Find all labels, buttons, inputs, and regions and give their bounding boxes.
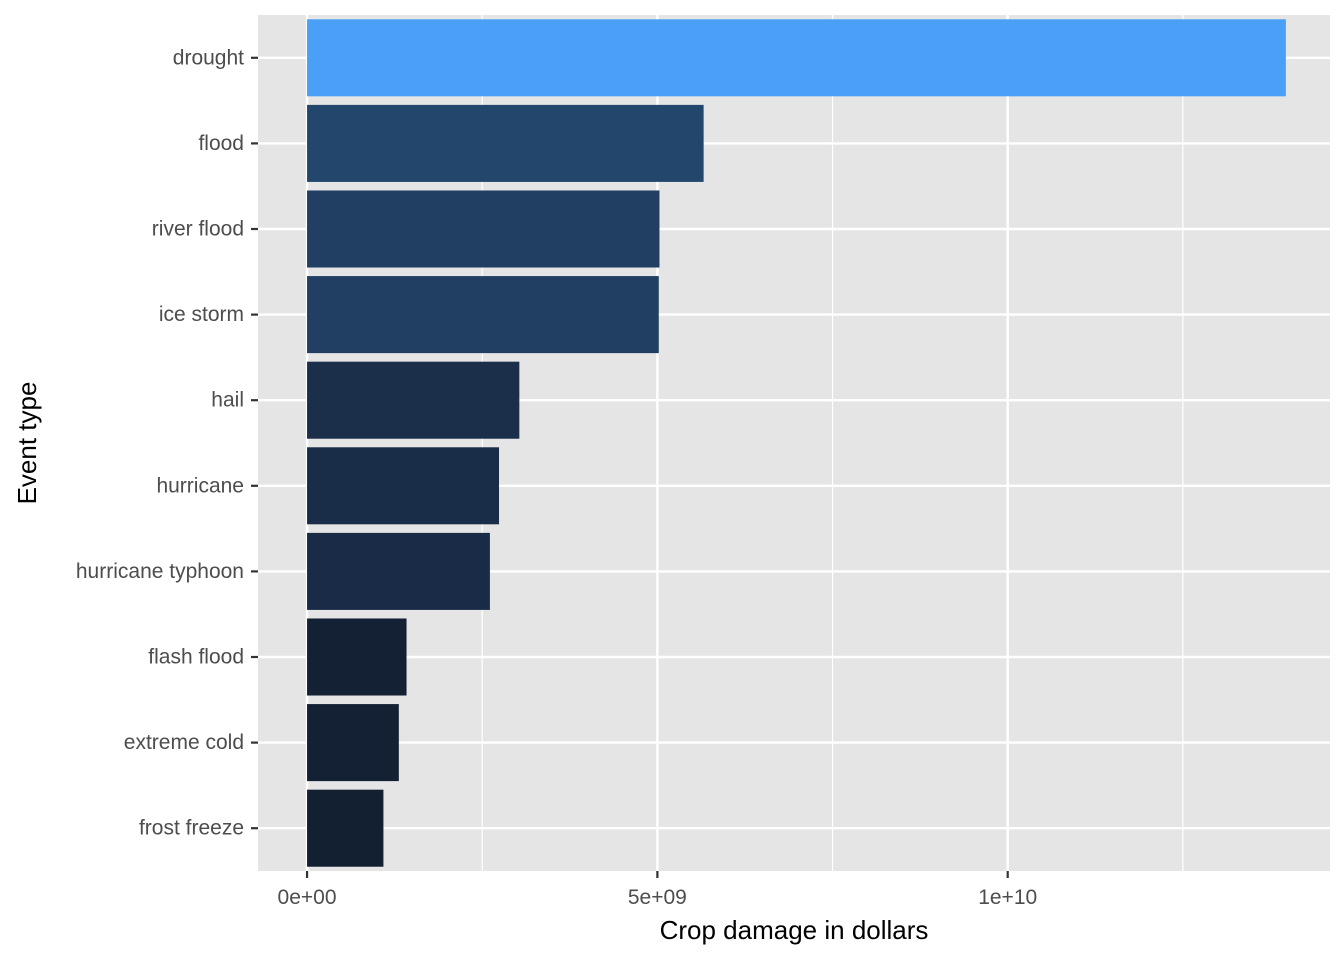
y-tick-label: extreme cold [124, 731, 244, 754]
y-axis-title: Event type [12, 382, 42, 505]
bar-flash-flood [307, 618, 407, 696]
x-tick-label: 1e+10 [978, 886, 1037, 909]
x-tick-label: 0e+00 [278, 886, 337, 909]
y-tick-label: flash flood [148, 646, 244, 669]
bar-flood [307, 104, 704, 182]
y-axis: drought flood river flood ice storm hail hurr… [76, 46, 258, 840]
y-tick-label: river flood [152, 218, 244, 241]
x-axis: 0e+00 5e+09 1e+10 [278, 871, 1037, 909]
y-tick-label: hurricane typhoon [76, 560, 244, 583]
bar-river-flood [307, 190, 660, 268]
bar-hurricane-typhoon [307, 532, 490, 610]
x-tick-label: 5e+09 [628, 886, 687, 909]
bar-hurricane [307, 447, 500, 525]
y-tick-label: hail [211, 389, 244, 412]
bar-ice-storm [307, 276, 659, 354]
y-tick-label: flood [198, 132, 244, 155]
x-axis-title: Crop damage in dollars [660, 915, 929, 945]
bars [307, 19, 1286, 867]
y-tick-label: ice storm [159, 303, 244, 326]
y-tick-label: drought [173, 46, 244, 69]
y-tick-label: frost freeze [139, 817, 244, 840]
bar-extreme-cold [307, 704, 399, 782]
bar-drought [307, 19, 1286, 97]
bar-frost-freeze [307, 789, 384, 867]
y-tick-label: hurricane [156, 474, 244, 497]
bar-hail [307, 361, 520, 439]
